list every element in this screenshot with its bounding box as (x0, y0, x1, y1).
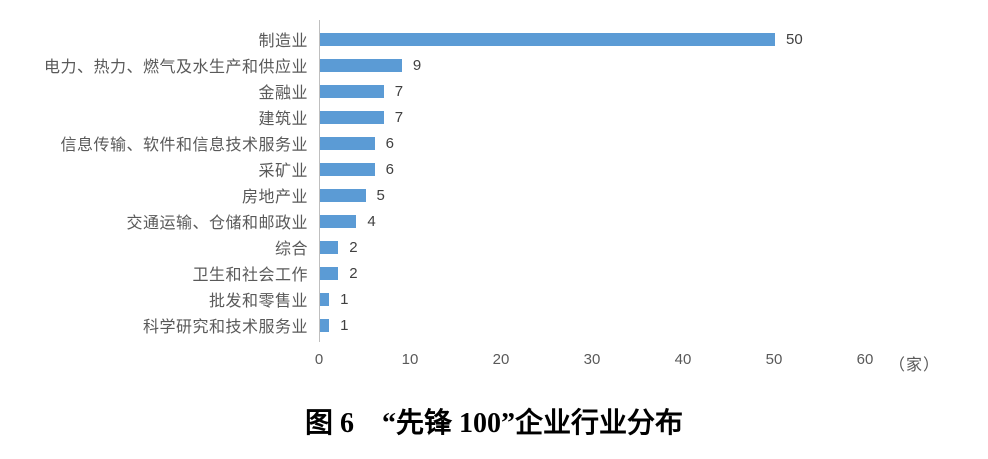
bar-value-label: 7 (394, 108, 404, 126)
bar-value-label: 50 (786, 30, 803, 48)
x-axis-tick-label: 50 (765, 351, 783, 368)
chart-row: 交通运输、仓储和邮政业 4 (0, 208, 988, 234)
chart-row: 卫生和社会工作 2 (0, 260, 988, 286)
bar-track: 5 (320, 182, 988, 208)
category-label: 科学研究和技术服务业 (142, 319, 308, 336)
bar-track: 9 (320, 52, 988, 78)
chart-caption: 图 6 “先锋 100”企业行业分布 (304, 408, 683, 439)
category-label: 交通运输、仓储和邮政业 (126, 215, 308, 232)
chart-row: 金融业 7 (0, 78, 988, 104)
bar (320, 318, 330, 332)
category-label: 房地产业 (241, 189, 308, 206)
bar-value-label: 1 (340, 316, 349, 334)
chart-row: 批发和零售业 1 (0, 286, 988, 312)
chart-row: 建筑业 7 (0, 104, 988, 130)
x-axis-unit-label: （家） (889, 357, 941, 374)
chart-row: 制造业 50 (0, 26, 988, 52)
chart-row: 电力、热力、燃气及水生产和供应业 9 (0, 52, 988, 78)
bar-value-label: 2 (349, 238, 358, 256)
x-axis-tick-label: 10 (401, 351, 419, 368)
category-label: 建筑业 (258, 111, 308, 128)
category-label: 综合 (274, 241, 308, 258)
y-axis-line (319, 20, 320, 342)
bar (320, 292, 330, 306)
x-axis-tick-label: 30 (583, 351, 601, 368)
bar-track: 2 (320, 260, 988, 286)
bar-value-label: 6 (385, 134, 394, 152)
category-label: 信息传输、软件和信息技术服务业 (60, 137, 308, 154)
bar-track: 6 (320, 156, 988, 182)
x-axis-tick-label: 20 (492, 351, 510, 368)
bar-track: 4 (320, 208, 988, 234)
bar-value-label: 9 (412, 56, 422, 74)
bar-track: 7 (320, 104, 988, 130)
bar (320, 266, 339, 280)
bar (320, 214, 357, 228)
bar-track: 1 (320, 286, 988, 312)
bar-value-label: 2 (349, 264, 358, 282)
category-label: 批发和零售业 (208, 293, 308, 310)
bar-track: 6 (320, 130, 988, 156)
bar-track: 2 (320, 234, 988, 260)
x-axis-tick-label: 0 (314, 351, 324, 368)
category-label: 金融业 (258, 85, 308, 102)
chart-row: 科学研究和技术服务业 1 (0, 312, 988, 338)
category-label: 电力、热力、燃气及水生产和供应业 (43, 59, 308, 76)
bar-value-label: 4 (367, 212, 376, 230)
category-label: 采矿业 (258, 163, 308, 180)
chart-row: 房地产业 5 (0, 182, 988, 208)
bar-value-label: 6 (385, 160, 394, 178)
bar (320, 84, 384, 98)
x-axis-tick-label: 40 (674, 351, 692, 368)
bar (320, 240, 339, 254)
bars-area: 制造业 50 电力、热力、燃气及水生产和供应业 9 金融业 7 建筑业 7 信息传输、软件和信息… (0, 26, 988, 338)
x-axis-tick-label: 60 (856, 351, 874, 368)
chart-row: 综合 2 (0, 234, 988, 260)
category-label: 卫生和社会工作 (192, 267, 308, 284)
bar-value-label: 1 (340, 290, 349, 308)
chart-row: 采矿业 6 (0, 156, 988, 182)
bar-value-label: 7 (394, 82, 404, 100)
bar (320, 136, 375, 150)
category-label: 制造业 (258, 33, 308, 50)
bar (320, 58, 402, 72)
bar (320, 188, 366, 202)
bar (320, 32, 775, 46)
bar (320, 110, 384, 124)
bar-track: 7 (320, 78, 988, 104)
chart-row: 信息传输、软件和信息技术服务业 6 (0, 130, 988, 156)
bar-track: 50 (320, 26, 988, 52)
bar-track: 1 (320, 312, 988, 338)
x-axis: 0 10 20 30 40 50 60 （家） (0, 351, 988, 374)
bar (320, 162, 375, 176)
bar-value-label: 5 (376, 186, 385, 204)
